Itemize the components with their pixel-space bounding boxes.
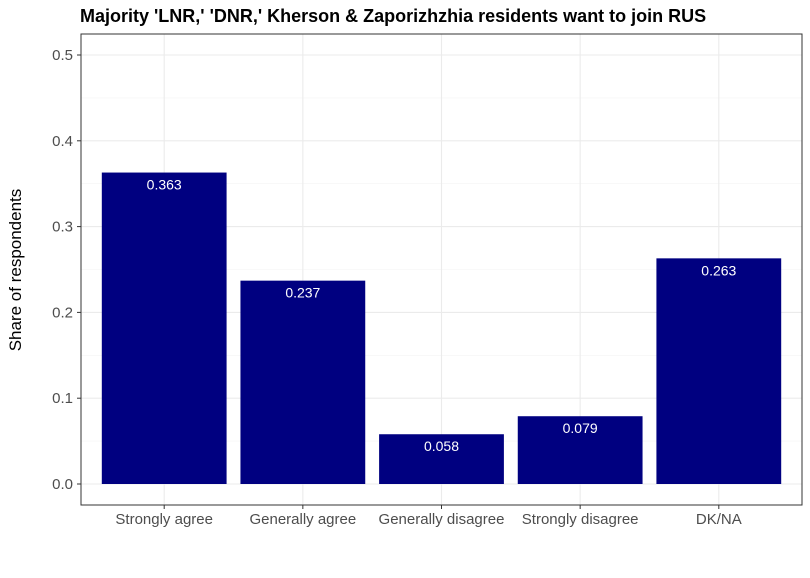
y-tick-label: 0.3 — [52, 219, 73, 236]
data-label: 0.237 — [285, 285, 320, 301]
x-tick-label: Strongly disagree — [522, 511, 639, 528]
chart-title: Majority 'LNR,' 'DNR,' Kherson & Zaporiz… — [80, 6, 706, 26]
y-tick-label: 0.2 — [52, 304, 73, 321]
data-label: 0.079 — [563, 420, 598, 436]
x-tick-label: Generally agree — [249, 511, 356, 528]
y-tick-label: 0.0 — [52, 476, 73, 493]
data-labels: 0.363 0.237 0.058 0.079 0.263 — [147, 177, 737, 455]
x-tick-label: Generally disagree — [379, 511, 505, 528]
data-label: 0.058 — [424, 438, 459, 454]
x-tick-label: DK/NA — [696, 511, 742, 528]
bar — [517, 416, 643, 484]
bar — [656, 258, 782, 484]
data-label: 0.363 — [147, 177, 182, 193]
x-tick-label: Strongly agree — [115, 511, 213, 528]
y-axis-title: Share of respondents — [6, 189, 25, 352]
bar — [101, 172, 227, 484]
bar — [379, 434, 504, 484]
y-axis: 0.0 0.1 0.2 0.3 0.4 0.5 — [52, 47, 81, 493]
bar — [240, 280, 366, 484]
y-tick-label: 0.4 — [52, 133, 73, 150]
bars — [101, 172, 782, 484]
y-tick-label: 0.5 — [52, 47, 73, 64]
x-axis: Strongly agree Generally agree Generally d… — [115, 505, 742, 528]
y-tick-label: 0.1 — [52, 390, 73, 407]
data-label: 0.263 — [701, 262, 736, 278]
